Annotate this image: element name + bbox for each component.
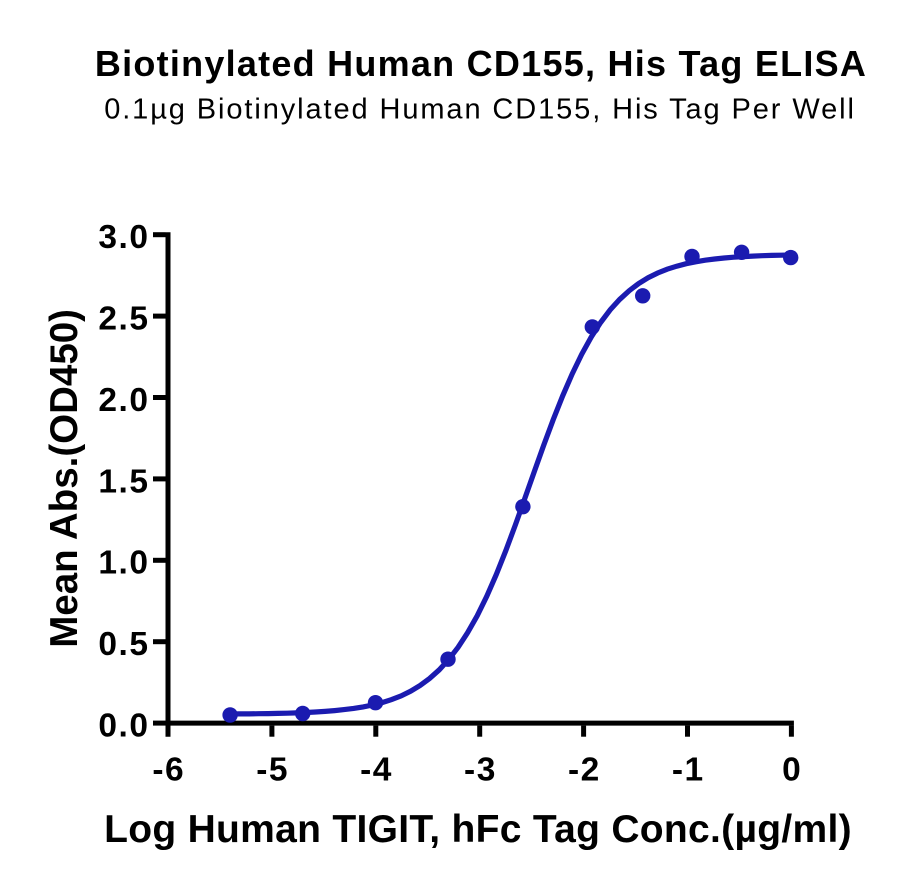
svg-text:0.0: 0.0: [98, 708, 149, 745]
svg-text:-4: -4: [360, 752, 393, 789]
svg-text:3.0: 3.0: [98, 219, 149, 256]
svg-text:2.5: 2.5: [98, 301, 149, 338]
svg-text:-5: -5: [256, 752, 289, 789]
svg-text:-6: -6: [152, 752, 185, 789]
svg-text:Log Human TIGIT, hFc Tag Conc.: Log Human TIGIT, hFc Tag Conc.(µg/ml): [104, 808, 852, 851]
svg-text:0.1µg Biotinylated Human CD155: 0.1µg Biotinylated Human CD155, His Tag …: [104, 94, 856, 126]
svg-text:Mean Abs.(OD450): Mean Abs.(OD450): [43, 309, 86, 648]
svg-text:-2: -2: [568, 752, 601, 789]
svg-text:Biotinylated Human CD155, His: Biotinylated Human CD155, His Tag ELISA: [95, 43, 867, 84]
svg-text:2.0: 2.0: [98, 382, 149, 419]
svg-text:1.5: 1.5: [98, 463, 149, 500]
svg-text:0.5: 0.5: [98, 626, 149, 663]
svg-text:-3: -3: [464, 752, 497, 789]
svg-text:1.0: 1.0: [98, 545, 149, 582]
svg-text:-1: -1: [672, 752, 705, 789]
svg-text:0: 0: [782, 752, 802, 789]
